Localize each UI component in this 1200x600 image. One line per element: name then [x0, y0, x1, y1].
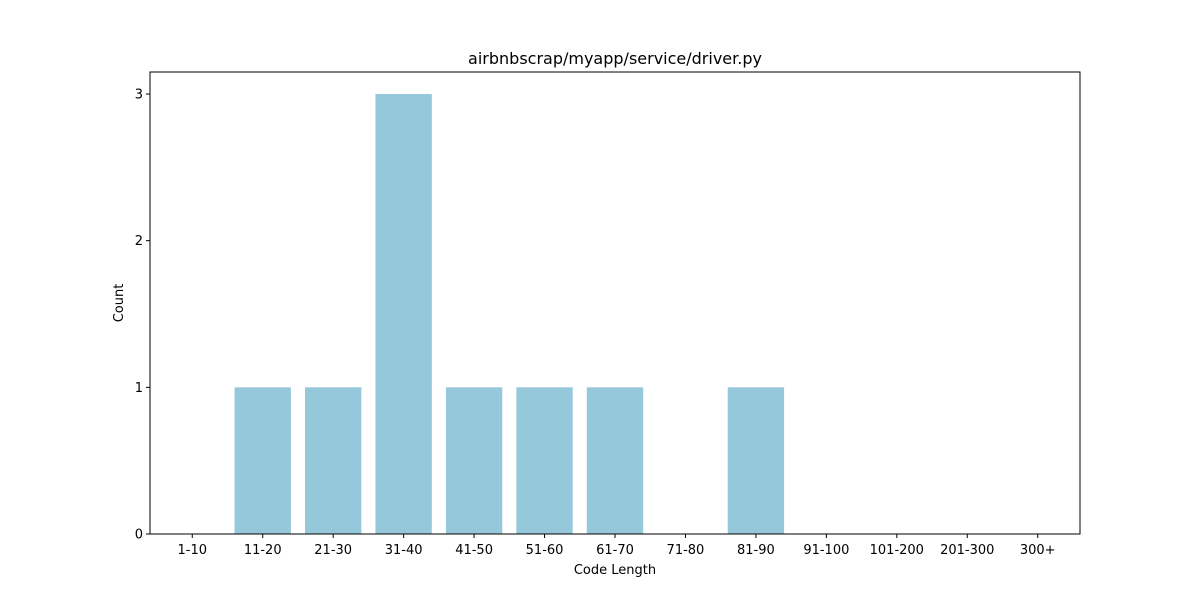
- chart-title: airbnbscrap/myapp/service/driver.py: [468, 49, 762, 68]
- bar-21-30: [305, 387, 362, 534]
- bar-81-90: [727, 387, 785, 534]
- x-axis-label: Code Length: [574, 563, 656, 578]
- bar-11-20: [234, 387, 291, 534]
- plot-frame: [149, 71, 1081, 535]
- x-tick-label: 201-300: [940, 543, 994, 558]
- y-tick-label: 2: [135, 234, 143, 249]
- x-tick-label: 91-100: [803, 543, 849, 558]
- x-tick-label: 41-50: [455, 543, 493, 558]
- x-tick-label: 11-20: [244, 543, 282, 558]
- y-axis-label: Count: [112, 284, 127, 323]
- x-tick-label: 101-200: [870, 543, 924, 558]
- x-tick-label: 81-90: [737, 543, 775, 558]
- x-tick-label: 51-60: [526, 543, 564, 558]
- bar-41-50: [445, 387, 503, 534]
- x-axis-ticks: 1-10 11-20 21-30 31-40 41-50 51-60 61-70 71-80 8…: [178, 534, 1056, 558]
- y-tick-label: 0: [135, 528, 143, 543]
- bar-31-40: [375, 94, 432, 534]
- x-tick-label: 300+: [1020, 543, 1056, 558]
- y-tick-label: 1: [135, 381, 143, 396]
- x-tick-label: 21-30: [314, 543, 352, 558]
- x-tick-label: 31-40: [385, 543, 423, 558]
- bar-51-60: [516, 387, 573, 534]
- bar-61-70: [586, 387, 644, 534]
- x-tick-label: 71-80: [667, 543, 705, 558]
- y-axis-ticks: 0 1 2 3: [135, 88, 150, 543]
- bars-group: [234, 94, 785, 534]
- x-tick-label: 1-10: [178, 543, 208, 558]
- x-tick-label: 61-70: [596, 543, 634, 558]
- y-tick-label: 3: [135, 88, 143, 103]
